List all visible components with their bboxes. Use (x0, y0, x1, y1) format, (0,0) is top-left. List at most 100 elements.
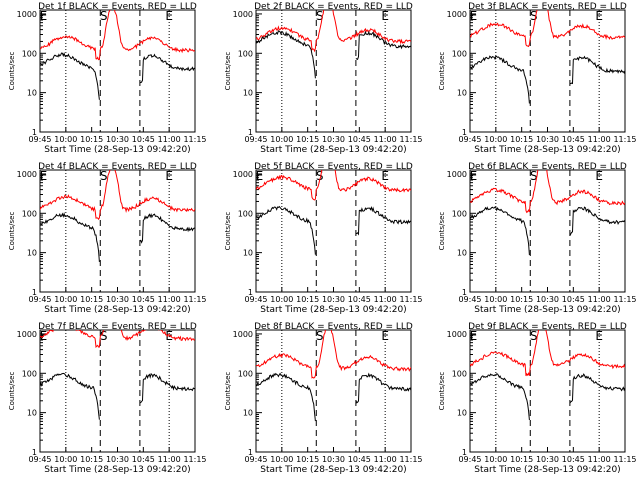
panel-1: Det 1f BLACK = Events, RED = LLD 1 10 100 10… (8, 2, 207, 155)
x-tick-label: 09:45 (28, 295, 51, 304)
series-line-events (40, 212, 195, 262)
panel-title: Det 7f BLACK = Events, RED = LLD (38, 322, 197, 332)
y-tick-label: 1000 (17, 330, 37, 339)
x-tick-label: 11:15 (183, 295, 206, 304)
series-line-lld (470, 10, 625, 48)
x-axis-label: Start Time (28-Sep-13 09:42:20) (44, 145, 190, 155)
series-line-events (256, 372, 411, 422)
y-axis-label: Counts/sec (224, 212, 232, 251)
x-tick-label: 09:45 (244, 135, 267, 144)
y-tick-label: 100 (22, 49, 37, 58)
segment-marker: S (316, 169, 324, 183)
x-tick-label: 11:00 (588, 135, 611, 144)
y-tick-label: 1 (462, 448, 467, 457)
x-tick-label: 10:45 (348, 295, 371, 304)
panel-title: Det 5f BLACK = Events, RED = LLD (254, 162, 413, 172)
segment-marker: S (100, 169, 108, 183)
x-axis-label: Start Time (28-Sep-13 09:42:20) (260, 305, 406, 315)
segment-marker: E (256, 169, 264, 183)
panel-title: Det 9f BLACK = Events, RED = LLD (468, 322, 627, 332)
y-tick-label: 10 (27, 249, 37, 258)
segment-marker: E (381, 329, 389, 343)
x-axis-label: Start Time (28-Sep-13 09:42:20) (260, 465, 406, 475)
segment-marker: S (100, 9, 108, 23)
segment-marker: E (381, 169, 389, 183)
x-tick-label: 11:15 (613, 455, 636, 464)
y-tick-label: 10 (27, 409, 37, 418)
segment-marker: E (165, 9, 173, 23)
x-tick-label: 10:15 (510, 135, 533, 144)
plot-frame (39, 329, 196, 453)
x-tick-label: 10:00 (484, 295, 507, 304)
segment-marker: E (595, 9, 603, 23)
panel-title: Det 2f BLACK = Events, RED = LLD (254, 2, 413, 12)
x-tick-label: 10:30 (106, 455, 129, 464)
x-tick-label: 10:00 (270, 135, 293, 144)
segment-marker: S (530, 329, 538, 343)
segment-marker: S (530, 9, 538, 23)
x-tick-label: 11:00 (158, 135, 181, 144)
segment-marker: E (595, 169, 603, 183)
x-tick-label: 09:45 (244, 455, 267, 464)
panel-title: Det 6f BLACK = Events, RED = LLD (468, 162, 627, 172)
segment-marker: E (381, 9, 389, 23)
y-axis-label: Counts/sec (224, 52, 232, 91)
panel-title: Det 1f BLACK = Events, RED = LLD (38, 2, 197, 12)
series-line-events (470, 206, 625, 256)
x-tick-label: 11:15 (399, 455, 422, 464)
x-tick-label: 09:45 (244, 295, 267, 304)
x-tick-label: 10:30 (106, 135, 129, 144)
x-tick-label: 10:45 (348, 455, 371, 464)
y-tick-label: 100 (238, 209, 253, 218)
segment-marker: S (316, 329, 324, 343)
x-tick-label: 11:15 (613, 135, 636, 144)
series-line-events (40, 52, 195, 100)
x-tick-label: 10:15 (510, 455, 533, 464)
series-line-lld (256, 170, 411, 201)
x-tick-label: 10:15 (296, 455, 319, 464)
x-tick-label: 09:45 (458, 295, 481, 304)
x-tick-label: 11:15 (613, 295, 636, 304)
y-tick-label: 1 (462, 128, 467, 137)
x-tick-label: 09:45 (28, 135, 51, 144)
series-line-events (40, 372, 195, 420)
series-line-events (256, 30, 411, 79)
y-tick-label: 100 (22, 209, 37, 218)
y-tick-label: 100 (452, 209, 467, 218)
x-tick-label: 11:15 (183, 455, 206, 464)
y-tick-label: 10 (457, 409, 467, 418)
x-tick-label: 10:15 (80, 295, 103, 304)
x-tick-label: 10:00 (484, 455, 507, 464)
x-tick-label: 11:00 (374, 135, 397, 144)
series-line-lld (40, 170, 195, 221)
x-tick-label: 10:45 (348, 135, 371, 144)
segment-marker: E (165, 169, 173, 183)
x-tick-label: 10:15 (80, 135, 103, 144)
y-tick-label: 1 (462, 288, 467, 297)
panel-3: Det 3f BLACK = Events, RED = LLD 1 10 100 10… (438, 2, 637, 155)
y-tick-label: 1000 (233, 330, 253, 339)
panel-2: Det 2f BLACK = Events, RED = LLD 1 10 100 10… (224, 2, 423, 155)
segment-marker: E (470, 329, 478, 343)
x-tick-label: 10:45 (132, 295, 155, 304)
panel-8: Det 8f BLACK = Events, RED = LLD 1 10 100 10… (224, 322, 423, 475)
x-tick-label: 10:30 (322, 455, 345, 464)
x-tick-label: 10:30 (322, 135, 345, 144)
y-tick-label: 100 (238, 49, 253, 58)
segment-marker: E (595, 329, 603, 343)
plot-frame (469, 329, 626, 453)
y-tick-label: 100 (452, 49, 467, 58)
x-tick-label: 11:15 (183, 135, 206, 144)
x-axis-label: Start Time (28-Sep-13 09:42:20) (474, 145, 620, 155)
plot-frame (469, 9, 626, 133)
panel-title: Det 4f BLACK = Events, RED = LLD (38, 162, 197, 172)
x-tick-label: 11:00 (374, 455, 397, 464)
y-tick-label: 100 (238, 369, 253, 378)
y-axis-label: Counts/sec (8, 372, 16, 411)
y-tick-label: 10 (243, 89, 253, 98)
x-tick-label: 11:00 (158, 455, 181, 464)
panel-title: Det 8f BLACK = Events, RED = LLD (254, 322, 413, 332)
y-tick-label: 1000 (17, 10, 37, 19)
y-tick-label: 100 (452, 369, 467, 378)
